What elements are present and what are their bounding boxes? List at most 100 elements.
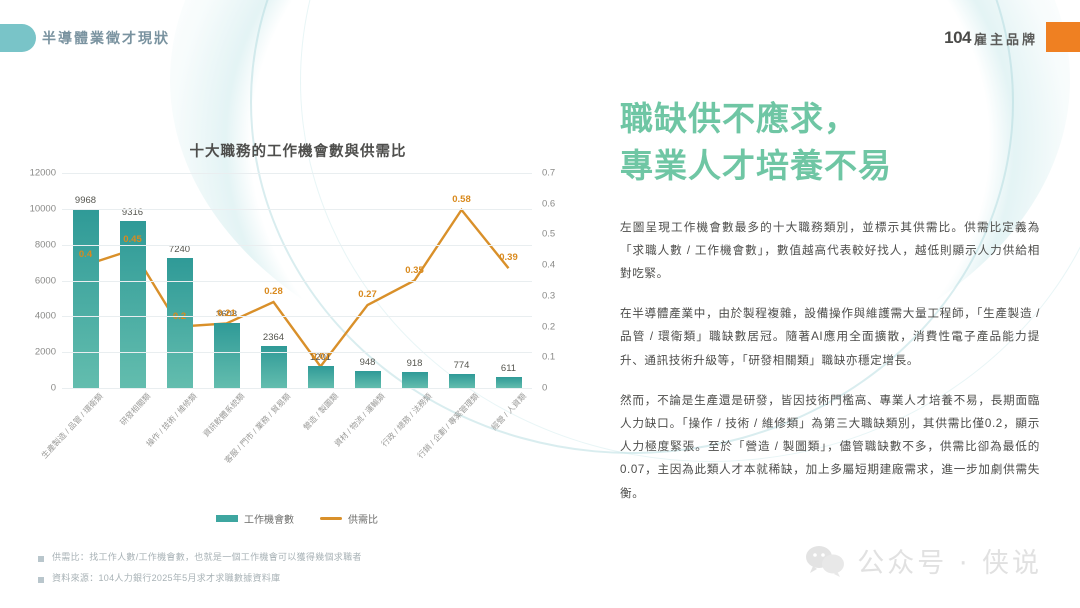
article-paragraph: 然而，不論是生產還是研發，皆因技術門檻高、專業人才培養不易，長期面臨人力缺口。「…: [620, 393, 1040, 500]
y-tick-left: 0: [50, 382, 56, 394]
chart-bar-group: 9968 0.4: [62, 173, 109, 388]
article-panel: 職缺供不應求， 專業人才培養不易 左圖呈現工作機會數最多的十大職務類別，並標示其…: [620, 96, 1040, 522]
y-axis-left: 0 2000 4000 6000 8000 10000 12000: [18, 168, 60, 394]
chart-bar-group: 918 0.35: [391, 173, 438, 388]
y-tick-right: 0.3: [542, 290, 556, 302]
x-tick-label: 資訊軟體系統類: [201, 391, 246, 439]
footnote-text: 供需比：找工作人數/工作機會數，也就是一個工作機會可以獲得幾個求職者: [52, 552, 362, 562]
bar-value-label: 3608: [215, 309, 238, 321]
x-tick-label: 營造 / 製圖類: [301, 391, 340, 432]
y-tick-left: 8000: [34, 239, 56, 251]
y-tick-right: 0.5: [542, 228, 556, 240]
chart-gridline: [62, 208, 532, 210]
chart-bar: [495, 377, 522, 388]
y-tick-right: 0: [542, 382, 548, 394]
x-axis-labels: 生產製造 / 品管 / 環衛類 研發相關類 操作 / 技術 / 維修類 資訊軟體系統類…: [40, 391, 532, 499]
chart-gridline: [62, 388, 532, 389]
legend-item-ratio: 供需比: [320, 511, 378, 526]
y-tick-left: 10000: [29, 203, 56, 215]
bar-value-label: 9968: [74, 195, 97, 207]
x-tick-label: 研發相關類: [117, 391, 152, 428]
line-value-label: 0.21: [217, 307, 236, 319]
x-tick-label: 生產製造 / 品管 / 環衛類: [40, 391, 105, 461]
logo-label: 雇主品牌: [973, 31, 1038, 47]
chart-bar: [307, 366, 334, 388]
y-tick-right: 0.2: [542, 321, 556, 333]
bar-value-label: 611: [500, 363, 517, 375]
chart-gridline: [62, 280, 532, 282]
line-value-label: 0.07: [311, 350, 330, 362]
y-tick-right: 0.4: [542, 259, 556, 271]
chart-bar: [72, 209, 99, 388]
line-value-label: 0.35: [405, 264, 424, 276]
watermark-text: 公众号 · 侠说: [857, 548, 1042, 579]
y-tick-left: 6000: [34, 275, 56, 286]
chart-plot-area: 0 2000 4000 6000 8000 10000 12000 0 0.1 0.2 0.3 0.…: [18, 168, 578, 527]
y-tick-left: 4000: [34, 310, 56, 322]
chart-title: 十大職務的工作機會數與供需比: [189, 144, 407, 160]
line-value-label: 0.27: [358, 289, 377, 301]
y-axis-right: 0 0.1 0.2 0.3 0.4 0.5 0.6 0.7: [536, 168, 578, 394]
chart-bar-group: 611 0.39: [485, 173, 532, 388]
article-headline: 職缺供不應求， 專業人才培養不易: [620, 96, 1040, 190]
brand-logo: 104 雇主品牌: [944, 28, 1038, 48]
bar-value-label: 7240: [168, 244, 191, 256]
line-value-label: 0.4: [78, 249, 93, 261]
line-value-label: 0.58: [452, 193, 471, 205]
chart-grid: 9968 0.4 9316 0.45 7240 0.2 3608 0.21 2364 0.28 12…: [62, 173, 532, 389]
chart-bar: [166, 258, 193, 388]
y-tick-left: 2000: [34, 346, 56, 358]
wechat-icon: [806, 545, 845, 577]
line-value-label: 0.28: [264, 286, 283, 297]
footnote-item: 供需比：找工作人數/工作機會數，也就是一個工作機會可以獲得幾個求職者: [38, 552, 558, 564]
chart-gridline: [62, 352, 532, 354]
header-pill-decoration: [0, 24, 36, 52]
article-paragraph: 左圖呈現工作機會數最多的十大職務類別，並標示其供需比。供需比定義為「求職人數 /…: [620, 220, 1040, 281]
article-paragraph: 在半導體產業中，由於製程複雜，設備操作與維護需大量工程師，「生產製造 / 品管 …: [620, 307, 1040, 367]
chart-bar: [213, 323, 240, 388]
bar-value-label: 1201: [309, 352, 332, 364]
legend-bar-swatch: [216, 515, 238, 522]
bar-value-label: 9316: [121, 207, 144, 219]
line-value-label: 0.45: [123, 233, 142, 245]
y-tick-right: 0.1: [542, 351, 556, 363]
logo-orange-square: [1046, 22, 1080, 52]
legend-label-ratio: 供需比: [348, 515, 378, 526]
chart-bar-group: 774 0.58: [438, 173, 485, 388]
page-title: 半導體業徵才現狀: [42, 30, 170, 46]
chart-bar: [354, 371, 381, 388]
chart-legend: 工作機會數 供需比: [62, 511, 532, 526]
bullet-square-icon: [38, 556, 44, 562]
bar-value-label: 774: [453, 360, 470, 372]
chart-bar: [401, 371, 428, 388]
chart-gridline: [62, 173, 532, 174]
chart-bar: [448, 374, 475, 388]
chart-gridline: [62, 244, 532, 246]
legend-label-jobs: 工作機會數: [244, 515, 294, 526]
footnotes: 供需比：找工作人數/工作機會數，也就是一個工作機會可以獲得幾個求職者 資料來源：…: [38, 552, 558, 593]
line-value-label: 0.39: [499, 252, 518, 264]
headline-line-1: 職缺供不應求，: [620, 100, 858, 137]
bar-series: 9968 0.4 9316 0.45 7240 0.2 3608 0.21 2364 0.28 12…: [62, 173, 532, 388]
chart-gridline: [62, 316, 532, 318]
legend-item-jobs: 工作機會數: [216, 511, 294, 526]
logo-number: 104: [944, 28, 971, 47]
footnote-text: 資料來源：104人力銀行2025年5月求才求職數據資料庫: [52, 572, 281, 583]
chart-bar-group: 9316 0.45: [109, 173, 156, 388]
chart-bar-group: 7240 0.2: [156, 173, 203, 388]
y-tick-left: 12000: [29, 167, 56, 179]
chart-bar-group: 948 0.27: [344, 173, 391, 388]
chart-panel: 十大職務的工作機會數與供需比 0 2000 4000 6000 8000 10000 120…: [18, 140, 578, 540]
chart-bar-group: 3608 0.21: [203, 173, 250, 388]
watermark: 公众号 · 侠说: [805, 541, 1042, 580]
y-tick-right: 0.6: [542, 198, 556, 210]
bar-value-label: 2364: [262, 331, 285, 343]
chart-bar-group: 1201 0.07: [297, 173, 344, 388]
bar-value-label: 948: [359, 357, 376, 369]
x-tick-label: 操作 / 技術 / 維修類: [144, 391, 199, 449]
legend-line-swatch: [320, 517, 342, 520]
headline-line-2: 專業人才培養不易: [620, 146, 892, 184]
bar-value-label: 918: [406, 357, 423, 369]
line-value-label: 0.2: [172, 310, 187, 322]
chart-bar: [119, 221, 146, 388]
